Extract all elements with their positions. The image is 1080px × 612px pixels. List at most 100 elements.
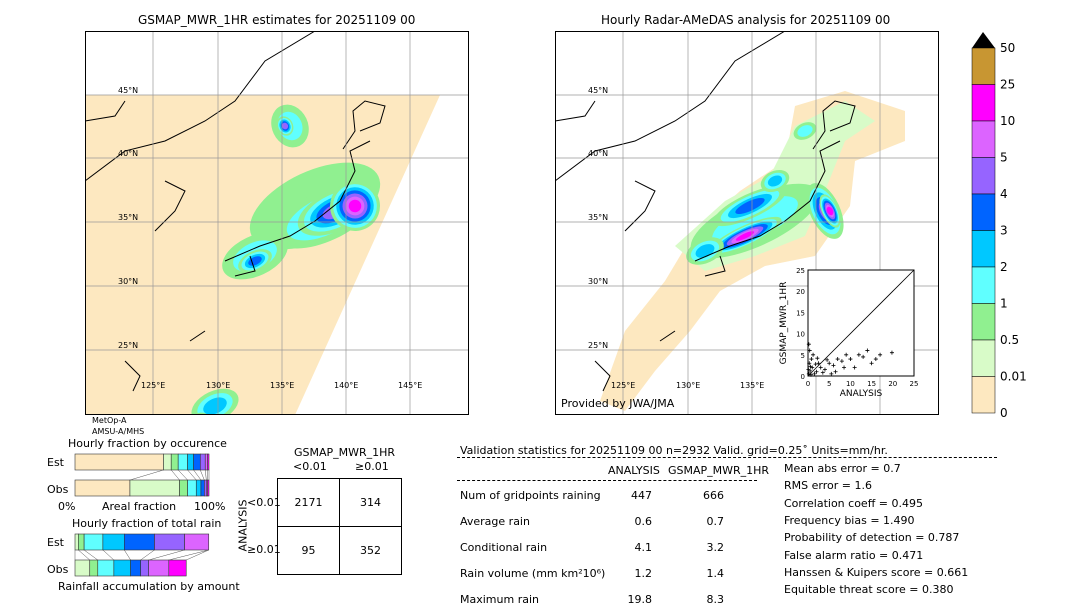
lat-label: 45°N	[588, 86, 608, 95]
lon-label: 140°E	[334, 381, 358, 390]
divider	[457, 480, 757, 481]
scatter-point	[816, 361, 821, 366]
rain-contour	[767, 175, 783, 187]
scatter-point	[831, 363, 836, 368]
scatter-point	[809, 357, 814, 362]
connector-line	[177, 469, 188, 481]
connector-line	[187, 469, 197, 481]
lat-label: 30°N	[588, 277, 608, 286]
colorbar-label: 0	[1000, 406, 1008, 420]
coastline	[154, 180, 186, 232]
scatter-point	[812, 371, 817, 376]
colorbar-segment	[971, 266, 996, 304]
coastline	[342, 100, 386, 150]
colorbar-label: 5	[1000, 151, 1008, 165]
scatter-point	[808, 364, 813, 369]
colorbar-segment	[971, 157, 996, 195]
scatter-point	[889, 350, 894, 355]
occurrence-bars	[74, 453, 210, 497]
colorbar-label: 25	[1000, 78, 1015, 92]
divider	[457, 457, 997, 458]
connector-line	[78, 549, 90, 561]
scatter-point	[844, 352, 849, 357]
coastline	[704, 255, 726, 277]
colorbar-segment	[971, 47, 996, 85]
coastline	[234, 255, 256, 277]
est-segment	[74, 533, 79, 551]
colorbar-label: 10	[1000, 114, 1015, 128]
est-segment	[177, 453, 188, 471]
x-tick-label: 20	[888, 380, 897, 388]
scatter-point	[814, 369, 819, 374]
connector-line	[148, 549, 185, 561]
scatter-point	[869, 361, 874, 366]
provider-credit: Provided by JWA/JMA	[561, 397, 675, 410]
contingency-col-2: ≥0.01	[355, 460, 389, 473]
coastline	[555, 31, 786, 182]
scatter-point	[806, 367, 811, 372]
x-tick-label: 25	[910, 380, 919, 388]
rain-xlabel: Rainfall accumulation by amount	[58, 580, 240, 593]
contingency-col-1: <0.01	[293, 460, 327, 473]
obs-segment	[179, 479, 188, 497]
connector-line	[171, 469, 180, 481]
colorbar-label: 4	[1000, 187, 1008, 201]
obs-segment	[200, 479, 205, 497]
est-segment	[83, 533, 104, 551]
obs-segment	[89, 559, 99, 577]
cell-hit-none: 2171	[277, 478, 340, 527]
occ-obs-label: Obs	[47, 483, 69, 496]
lat-label: 30°N	[118, 277, 138, 286]
cell-hit: 352	[339, 526, 402, 575]
stat-value: 8.3	[706, 593, 725, 606]
rain-contour	[203, 397, 227, 415]
est-segment	[154, 533, 185, 551]
rain-obs-label: Obs	[47, 563, 69, 576]
radar-analysis-map: 45°N 40°N 35°N 30°N 25°N 125°E 130°E 135°E 00 5 5 1…	[555, 31, 939, 415]
lon-label: 130°E	[676, 381, 700, 390]
gsmap-estimate-map: 45°N 40°N 35°N 30°N 25°N 125°E 130°E 135°E 140°E…	[85, 31, 469, 415]
lon-label: 145°E	[398, 381, 422, 390]
rain-contour	[735, 197, 765, 215]
lat-label: 40°N	[118, 149, 138, 158]
coastline	[624, 180, 656, 232]
rain-contour	[348, 199, 362, 213]
sensor-line-1: MetOp-A	[92, 416, 127, 425]
scatter-point	[806, 371, 811, 376]
connector-line	[102, 549, 115, 561]
stat-label: Rain volume (mm km²10⁶)	[460, 567, 606, 580]
lat-label: 45°N	[118, 86, 138, 95]
est-segment	[193, 453, 201, 471]
scatter-point	[861, 354, 866, 359]
scatter-point	[878, 352, 883, 357]
scatter-point	[839, 359, 844, 364]
scatter-point	[818, 365, 823, 370]
obs-segment	[148, 559, 170, 577]
score-line: Hanssen & Kuipers score = 0.661	[784, 565, 969, 579]
stats-header: Validation statistics for 20251109 00 n=…	[460, 444, 888, 457]
est-segment	[78, 533, 85, 551]
left-map-title: GSMAP_MWR_1HR estimates for 20251109 00	[138, 13, 416, 27]
stat-label: Average rain	[460, 515, 530, 528]
map-frame	[85, 31, 469, 415]
stat-value: 19.8	[627, 593, 653, 606]
x-tick-label: 5	[827, 380, 831, 388]
colorbar-label: 2	[1000, 260, 1008, 274]
x-tick-label: 0	[806, 380, 810, 388]
connector-line	[129, 469, 164, 481]
coastline	[659, 330, 676, 342]
stats-col-gsmap: GSMAP_MWR_1HR	[668, 464, 770, 477]
contingency-row-1: <0.01	[247, 496, 281, 509]
x-tick-label: 10	[846, 380, 855, 388]
lon-label: 135°E	[270, 381, 294, 390]
colorbar-segment	[971, 339, 996, 377]
scatter-point	[829, 371, 834, 376]
connector-line	[124, 549, 131, 561]
colorbar-label: 1	[1000, 297, 1008, 311]
score-line: Equitable threat score = 0.380	[784, 583, 954, 597]
cell-miss: 95	[277, 526, 340, 575]
scatter-point	[842, 365, 847, 370]
rain-est-label: Est	[47, 536, 64, 549]
stat-value: 3.2	[706, 541, 725, 554]
est-segment	[187, 453, 194, 471]
